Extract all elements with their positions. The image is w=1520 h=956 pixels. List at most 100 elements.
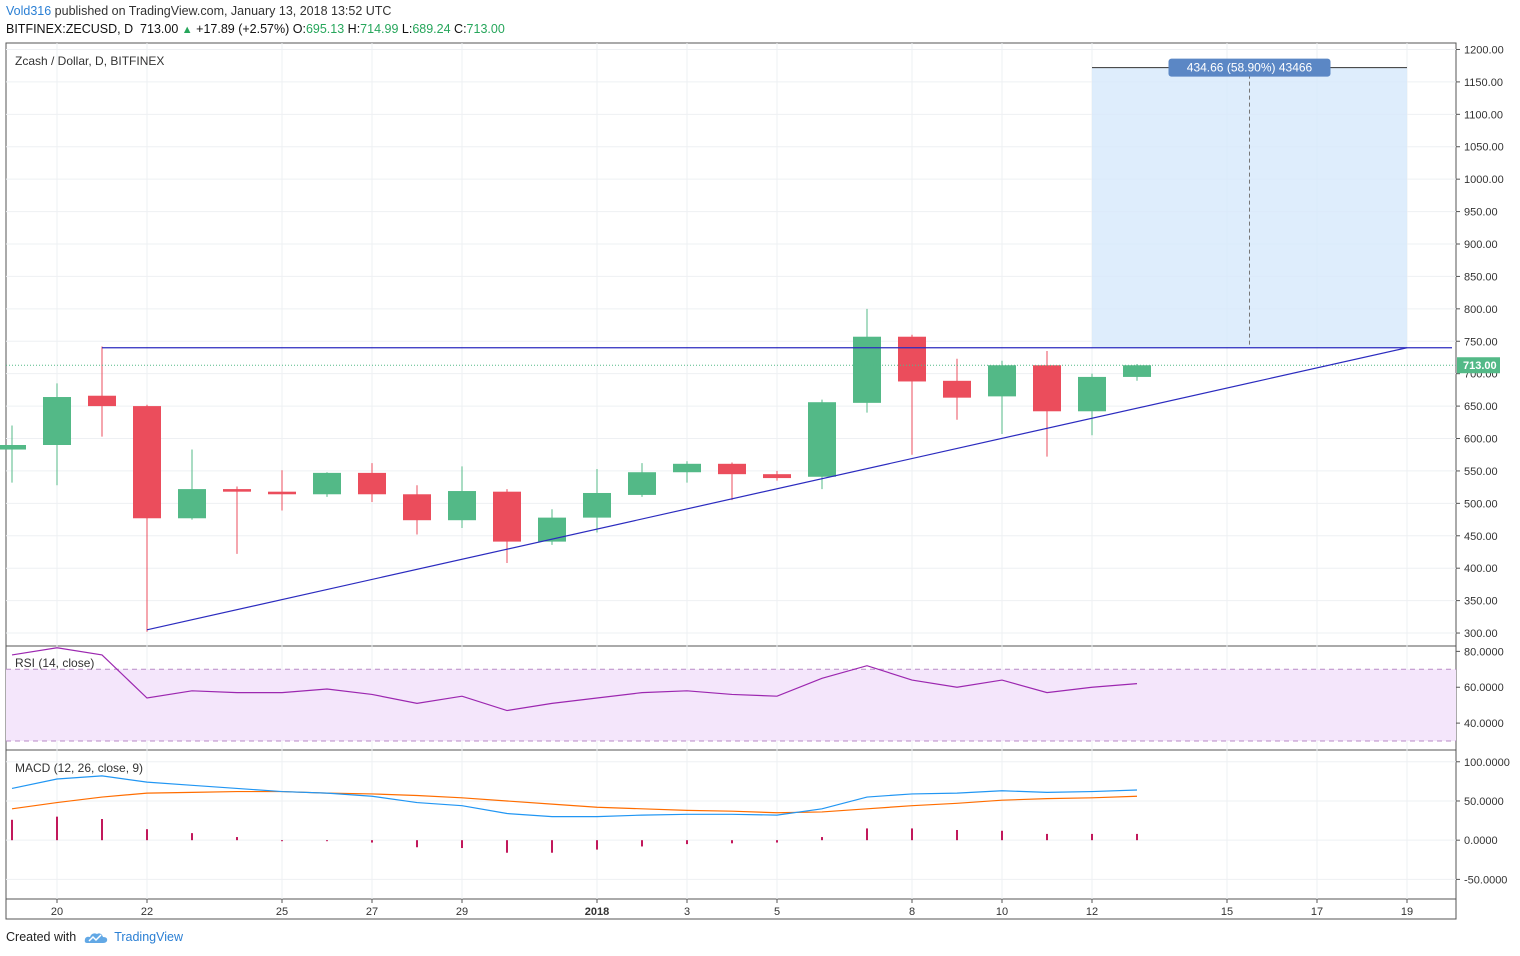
rsi-tick-label: 40.0000: [1464, 718, 1504, 730]
price-tick-label: 550.00: [1464, 466, 1498, 478]
low-label: L:: [401, 22, 413, 36]
candle-down: [1033, 365, 1061, 412]
chart-title: Zcash / Dollar, D, BITFINEX: [15, 54, 164, 68]
low-value: 689.24: [412, 22, 451, 36]
macd-histogram-bar: [11, 819, 13, 841]
macd-histogram-bar: [506, 840, 508, 853]
macd-histogram-bar: [1001, 830, 1003, 841]
macd-line: [11, 775, 1138, 818]
tradingview-brand-link[interactable]: TradingView: [114, 930, 183, 944]
published-text: published on TradingView.com, January 13…: [51, 4, 392, 18]
author-link[interactable]: Vold316: [6, 4, 52, 18]
candle-up: [808, 402, 836, 477]
candle-down: [403, 494, 431, 521]
chart-frame: [5, 42, 1457, 920]
candle-up: [0, 445, 26, 450]
open-label: O:: [292, 22, 306, 36]
macd-histogram-bar: [236, 837, 238, 841]
candles: [0, 308, 1151, 632]
time-tick-label: 29: [456, 906, 468, 918]
candle-down: [493, 491, 521, 542]
last-price-badge-text: 713.00: [1463, 360, 1497, 372]
symbol-label: BITFINEX:ZECUSD, D: [6, 22, 134, 36]
macd-histogram-bar: [686, 840, 688, 845]
last-price-badge: [1457, 357, 1500, 374]
time-axis[interactable]: 20 22 25 27 29 2018 3 5 8 10 12 15 17 19: [51, 899, 1413, 918]
price-tick-label: 650.00: [1464, 401, 1498, 413]
candle-down: [718, 463, 746, 475]
candle-up: [853, 336, 881, 403]
candle-up: [178, 489, 206, 519]
rsi-pane: 80.0000 60.0000 40.0000: [6, 646, 1504, 742]
price-tick-label: 1150.00: [1464, 77, 1503, 89]
close-value: 713.00: [466, 22, 505, 36]
price-tick-label: 1000.00: [1464, 174, 1504, 186]
high-label: H:: [347, 22, 361, 36]
change-value: +17.89 (+2.57%): [196, 22, 290, 36]
macd-histogram-bar: [1046, 833, 1048, 841]
candle-down: [88, 395, 116, 407]
macd-tick-label: -50.0000: [1464, 874, 1507, 886]
price-tick-label: 300.00: [1464, 628, 1498, 640]
macd-histogram-bar: [191, 833, 193, 841]
time-tick-label: 3: [684, 906, 690, 918]
time-tick-label: 12: [1086, 906, 1098, 918]
time-tick-label: 17: [1311, 906, 1323, 918]
last-price: 713.00: [140, 22, 179, 36]
support-trendline: [146, 347, 1408, 631]
high-value: 714.99: [360, 22, 399, 36]
candle-down: [133, 406, 161, 519]
price-tick-label: 500.00: [1464, 498, 1498, 510]
price-tick-label: 850.00: [1464, 271, 1498, 283]
drawn-lines[interactable]: [6, 347, 1456, 631]
macd-histogram-bar: [326, 840, 328, 842]
projection-label-bg: [1168, 58, 1331, 77]
created-with-text: Created with: [6, 930, 77, 944]
macd-histogram-bar: [866, 828, 868, 841]
candle-up: [583, 492, 611, 518]
time-tick-label: 5: [774, 906, 780, 918]
open-value: 695.13: [305, 22, 345, 36]
macd-histogram-bar: [371, 840, 373, 843]
price-tick-label: 350.00: [1464, 596, 1498, 608]
time-tick-label: 8: [909, 906, 915, 918]
price-tick-label: 800.00: [1464, 304, 1498, 316]
macd-histogram-bar: [596, 840, 598, 850]
candle-up: [673, 463, 701, 473]
time-tick-label: 19: [1401, 906, 1413, 918]
time-tick-label: 22: [141, 906, 153, 918]
macd-histogram-bar: [551, 840, 553, 853]
candle-up: [1123, 365, 1151, 377]
macd-histogram-bar: [1091, 833, 1093, 841]
macd-title: MACD (12, 26, close, 9): [15, 761, 143, 775]
macd-histogram-bar: [416, 840, 418, 848]
time-tick-label: 20: [51, 906, 63, 918]
price-tick-label: 950.00: [1464, 207, 1498, 219]
price-tick-label: 1100.00: [1464, 109, 1503, 121]
macd-pane: 100.0000 50.0000 0.0000 -50.0000: [6, 757, 1510, 886]
rsi-tick-label: 60.0000: [1464, 682, 1504, 694]
time-tick-label: 25: [276, 906, 288, 918]
macd-histogram-bar: [101, 819, 103, 841]
time-tick-label: 15: [1221, 906, 1233, 918]
candle-up: [1078, 376, 1106, 412]
close-label: C:: [454, 22, 467, 36]
time-tick-label: 10: [996, 906, 1008, 918]
candle-up: [628, 472, 656, 495]
projection-label: 434.66 (58.90%) 43466: [1187, 61, 1313, 75]
candle-up: [43, 397, 71, 445]
price-axis[interactable]: 1200.00 1150.00 1100.00 1050.00 1000.00 950.0…: [1456, 44, 1504, 640]
rsi-band: [6, 669, 1456, 742]
up-triangle-icon: ▲: [181, 24, 193, 36]
price-tick-label: 600.00: [1464, 434, 1498, 446]
projection-box[interactable]: 434.66 (58.90%) 43466: [1092, 58, 1407, 348]
price-tick-label: 400.00: [1464, 563, 1498, 575]
macd-histogram-bar: [731, 840, 733, 844]
publish-info: Vold316 published on TradingView.com, Ja…: [6, 4, 391, 18]
rsi-tick-label: 80.0000: [1464, 646, 1504, 658]
price-tick-label: 450.00: [1464, 531, 1498, 543]
candle-down: [223, 489, 251, 492]
macd-histogram-bar: [461, 840, 463, 849]
candle-down: [898, 336, 926, 382]
